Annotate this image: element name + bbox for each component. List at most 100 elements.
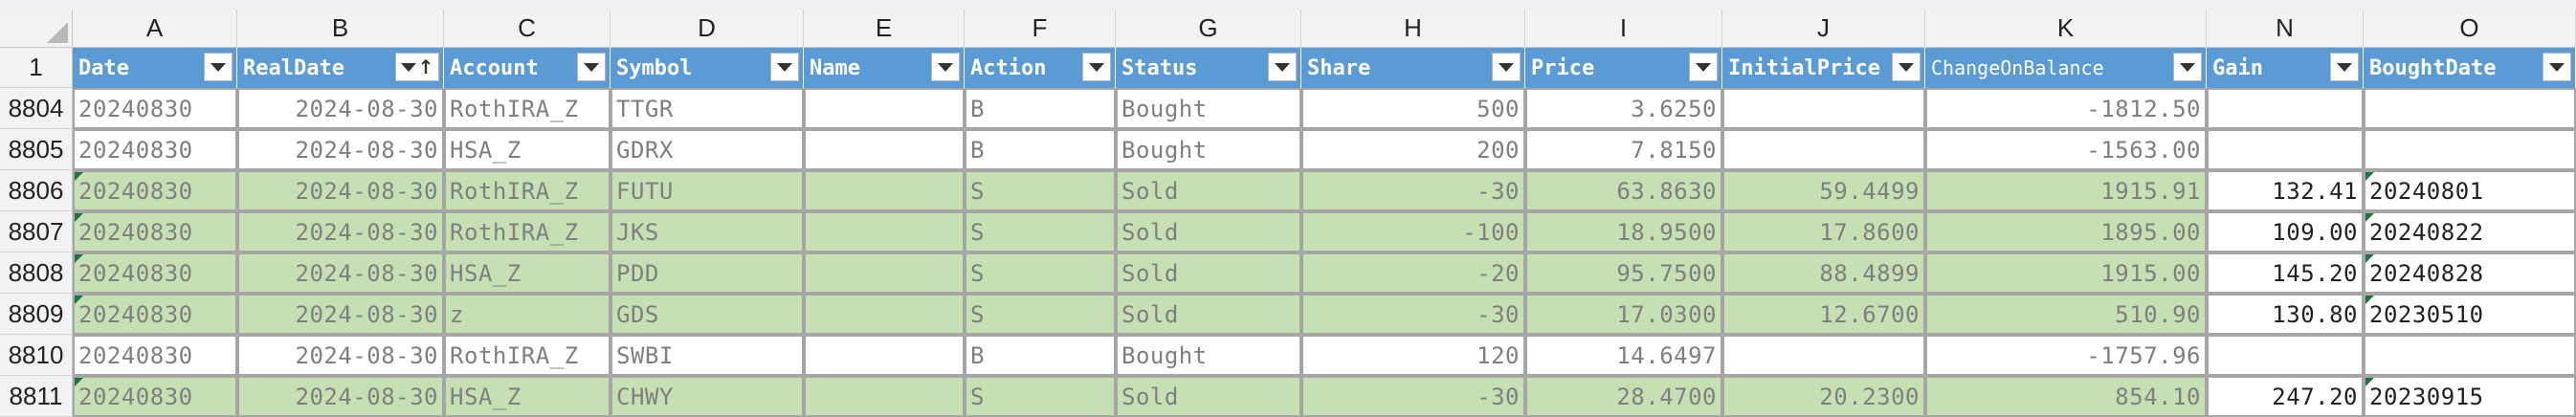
cell-name[interactable] <box>804 252 965 294</box>
cell-action[interactable]: B <box>965 129 1116 170</box>
cell-gain[interactable]: 132.41 <box>2207 170 2364 211</box>
cell-changeonbalance[interactable]: -1563.00 <box>1925 129 2207 170</box>
cell-realdate[interactable]: 2024-08-30 <box>237 294 444 335</box>
cell-status[interactable]: Sold <box>1116 294 1301 335</box>
cell-changeonbalance[interactable]: 1895.00 <box>1925 211 2207 252</box>
cell-boughtdate[interactable]: 20230915 <box>2364 376 2576 417</box>
cell-price[interactable]: 17.0300 <box>1525 294 1722 335</box>
cell-name[interactable] <box>804 88 965 129</box>
column-header-h[interactable]: H <box>1301 10 1525 48</box>
row-header-8805[interactable]: 8805 <box>0 129 73 170</box>
cell-date[interactable]: 20240830 <box>73 170 237 211</box>
cell-boughtdate[interactable] <box>2364 129 2576 170</box>
cell-realdate[interactable]: 2024-08-30 <box>237 335 444 376</box>
cell-name[interactable] <box>804 335 965 376</box>
cell-realdate[interactable]: 2024-08-30 <box>237 88 444 129</box>
filter-button[interactable] <box>2543 53 2571 81</box>
cell-date[interactable]: 20240830 <box>73 252 237 294</box>
cell-account[interactable]: RothIRA_Z <box>444 170 611 211</box>
cell-changeonbalance[interactable]: 1915.00 <box>1925 252 2207 294</box>
cell-realdate[interactable]: 2024-08-30 <box>237 170 444 211</box>
cell-action[interactable]: S <box>965 170 1116 211</box>
cell-symbol[interactable]: PDD <box>611 252 804 294</box>
cell-initialprice[interactable]: 12.6700 <box>1722 294 1925 335</box>
filter-button[interactable] <box>1689 53 1718 81</box>
cell-account[interactable]: HSA_Z <box>444 129 611 170</box>
column-header-o[interactable]: O <box>2364 10 2576 48</box>
filter-button[interactable] <box>1268 53 1297 81</box>
cell-name[interactable] <box>804 170 965 211</box>
cell-account[interactable]: HSA_Z <box>444 376 611 417</box>
cell-symbol[interactable]: GDS <box>611 294 804 335</box>
cell-status[interactable]: Bought <box>1116 129 1301 170</box>
cell-share[interactable]: -30 <box>1301 170 1525 211</box>
filter-button[interactable] <box>2330 53 2359 81</box>
cell-changeonbalance[interactable]: 510.90 <box>1925 294 2207 335</box>
cell-realdate[interactable]: 2024-08-30 <box>237 129 444 170</box>
cell-date[interactable]: 20240830 <box>73 211 237 252</box>
cell-share[interactable]: -20 <box>1301 252 1525 294</box>
cell-date[interactable]: 20240830 <box>73 335 237 376</box>
filter-button[interactable] <box>204 53 233 81</box>
cell-initialprice[interactable] <box>1722 335 1925 376</box>
cell-realdate[interactable]: 2024-08-30 <box>237 252 444 294</box>
cell-initialprice[interactable]: 20.2300 <box>1722 376 1925 417</box>
cell-date[interactable]: 20240830 <box>73 376 237 417</box>
row-header-8810[interactable]: 8810 <box>0 335 73 376</box>
cell-symbol[interactable]: TTGR <box>611 88 804 129</box>
cell-share[interactable]: 200 <box>1301 129 1525 170</box>
cell-symbol[interactable]: FUTU <box>611 170 804 211</box>
column-header-b[interactable]: B <box>237 10 444 48</box>
cell-share[interactable]: -100 <box>1301 211 1525 252</box>
cell-gain[interactable] <box>2207 335 2364 376</box>
cell-price[interactable]: 95.7500 <box>1525 252 1722 294</box>
filter-button[interactable] <box>1492 53 1521 81</box>
filter-button[interactable] <box>1892 53 1921 81</box>
cell-status[interactable]: Bought <box>1116 335 1301 376</box>
cell-gain[interactable]: 109.00 <box>2207 211 2364 252</box>
row-header-8809[interactable]: 8809 <box>0 294 73 335</box>
cell-name[interactable] <box>804 129 965 170</box>
column-header-f[interactable]: F <box>965 10 1116 48</box>
cell-account[interactable]: HSA_Z <box>444 252 611 294</box>
cell-gain[interactable] <box>2207 129 2364 170</box>
column-header-k[interactable]: K <box>1925 10 2207 48</box>
cell-changeonbalance[interactable]: 854.10 <box>1925 376 2207 417</box>
cell-boughtdate[interactable]: 20240828 <box>2364 252 2576 294</box>
column-header-e[interactable]: E <box>804 10 965 48</box>
cell-status[interactable]: Sold <box>1116 170 1301 211</box>
cell-boughtdate[interactable] <box>2364 335 2576 376</box>
cell-price[interactable]: 3.6250 <box>1525 88 1722 129</box>
cell-status[interactable]: Bought <box>1116 88 1301 129</box>
filter-button[interactable] <box>931 53 960 81</box>
cell-symbol[interactable]: JKS <box>611 211 804 252</box>
filter-button[interactable] <box>2173 53 2202 81</box>
cell-price[interactable]: 7.8150 <box>1525 129 1722 170</box>
row-header-8807[interactable]: 8807 <box>0 211 73 252</box>
cell-gain[interactable]: 130.80 <box>2207 294 2364 335</box>
cell-share[interactable]: 500 <box>1301 88 1525 129</box>
cell-account[interactable]: z <box>444 294 611 335</box>
sort-filter-button[interactable]: ↑ <box>395 53 439 81</box>
cell-account[interactable]: RothIRA_Z <box>444 88 611 129</box>
cell-action[interactable]: B <box>965 335 1116 376</box>
row-header-1[interactable]: 1 <box>0 48 73 88</box>
filter-button[interactable] <box>577 53 606 81</box>
cell-share[interactable]: -30 <box>1301 376 1525 417</box>
cell-name[interactable] <box>804 211 965 252</box>
cell-price[interactable]: 14.6497 <box>1525 335 1722 376</box>
column-header-i[interactable]: I <box>1525 10 1722 48</box>
cell-gain[interactable]: 247.20 <box>2207 376 2364 417</box>
column-header-j[interactable]: J <box>1722 10 1925 48</box>
cell-changeonbalance[interactable]: -1757.96 <box>1925 335 2207 376</box>
cell-status[interactable]: Sold <box>1116 211 1301 252</box>
select-all-corner[interactable] <box>0 10 73 48</box>
cell-boughtdate[interactable]: 20240822 <box>2364 211 2576 252</box>
cell-initialprice[interactable]: 88.4899 <box>1722 252 1925 294</box>
cell-share[interactable]: 120 <box>1301 335 1525 376</box>
cell-action[interactable]: S <box>965 376 1116 417</box>
cell-symbol[interactable]: SWBI <box>611 335 804 376</box>
filter-button[interactable] <box>1082 53 1111 81</box>
cell-status[interactable]: Sold <box>1116 376 1301 417</box>
cell-action[interactable]: S <box>965 211 1116 252</box>
